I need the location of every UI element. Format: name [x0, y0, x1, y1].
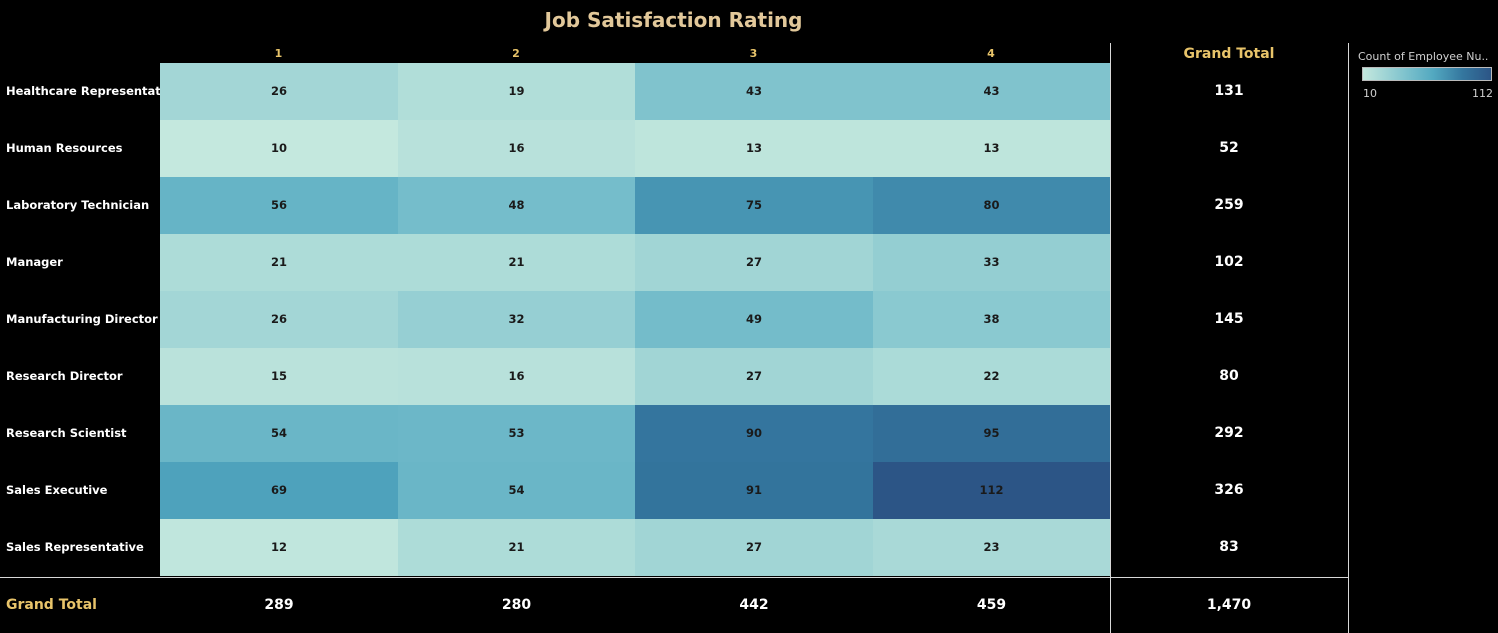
grand-total-value: 1,470 — [1206, 597, 1252, 613]
row-total: 259 — [1214, 197, 1244, 213]
heatmap-cell[interactable]: 27 — [635, 348, 873, 405]
heatmap-cell[interactable]: 12 — [160, 519, 398, 576]
heatmap-cell[interactable]: 27 — [635, 519, 873, 576]
heatmap-cell[interactable]: 48 — [397, 177, 636, 234]
heatmap-cell[interactable]: 56 — [160, 177, 398, 234]
heatmap-cell[interactable]: 90 — [635, 405, 873, 462]
heatmap-cell[interactable]: 43 — [872, 63, 1111, 120]
column-total: 442 — [739, 597, 769, 613]
legend-gradient-bar — [1362, 67, 1492, 81]
heatmap-cell[interactable]: 91 — [635, 462, 873, 519]
heatmap-cell[interactable]: 16 — [397, 120, 636, 177]
heatmap-cell[interactable]: 23 — [872, 519, 1111, 576]
column-header: 4 — [987, 47, 995, 60]
row-total: 131 — [1214, 83, 1244, 99]
row-label: Human Resources — [6, 141, 123, 155]
row-total: 145 — [1214, 311, 1244, 327]
heatmap-cell[interactable]: 13 — [635, 120, 873, 177]
heatmap-cell[interactable]: 69 — [160, 462, 398, 519]
heatmap-cell[interactable]: 15 — [160, 348, 398, 405]
heatmap-cell[interactable]: 112 — [872, 462, 1111, 519]
divider-vertical-totals — [1110, 43, 1111, 633]
row-total: 52 — [1219, 140, 1239, 156]
column-header: 1 — [274, 47, 283, 60]
column-total: 289 — [264, 597, 294, 613]
legend-title: Count of Employee Nu.. — [1358, 50, 1489, 63]
row-label: Sales Representative — [6, 540, 144, 554]
heatmap-cell[interactable]: 10 — [160, 120, 398, 177]
heatmap-cell[interactable]: 80 — [872, 177, 1111, 234]
row-label: Laboratory Technician — [6, 198, 150, 212]
heatmap-cell[interactable]: 38 — [872, 291, 1111, 348]
row-label: Manufacturing Director — [6, 312, 158, 326]
row-label: Manager — [6, 255, 63, 269]
row-total: 326 — [1214, 482, 1244, 498]
heatmap-cell[interactable]: 54 — [397, 462, 636, 519]
row-label: Healthcare Representative — [6, 84, 181, 98]
legend-min-label: 10 — [1363, 87, 1377, 100]
column-header: 2 — [512, 47, 520, 60]
heatmap-cell[interactable]: 19 — [397, 63, 636, 120]
legend-max-label: 112 — [1472, 87, 1493, 100]
heatmap-cell[interactable]: 13 — [872, 120, 1111, 177]
grand-total-row-label: Grand Total — [6, 597, 97, 613]
row-total: 102 — [1214, 254, 1244, 270]
heatmap-cell[interactable]: 53 — [397, 405, 636, 462]
heatmap-cell[interactable]: 16 — [397, 348, 636, 405]
heatmap-cell[interactable]: 26 — [160, 291, 398, 348]
row-total: 80 — [1219, 368, 1239, 384]
heatmap-cell[interactable]: 27 — [635, 234, 873, 291]
row-label: Research Director — [6, 369, 123, 383]
row-total: 83 — [1219, 539, 1239, 555]
heatmap-cell[interactable]: 43 — [635, 63, 873, 120]
heatmap-cell[interactable]: 32 — [397, 291, 636, 348]
chart-title: Job Satisfaction Rating — [544, 8, 803, 32]
row-label: Sales Executive — [6, 483, 108, 497]
column-total: 459 — [976, 597, 1007, 613]
heatmap-cell[interactable]: 33 — [872, 234, 1111, 291]
heatmap-cell[interactable]: 54 — [160, 405, 398, 462]
heatmap-cell[interactable]: 26 — [160, 63, 398, 120]
heatmap-cell[interactable]: 49 — [635, 291, 873, 348]
heatmap-cell[interactable]: 95 — [872, 405, 1111, 462]
row-total: 292 — [1214, 425, 1244, 441]
divider-vertical-legend — [1348, 43, 1349, 633]
column-header: 3 — [749, 47, 758, 60]
heatmap-cell[interactable]: 21 — [160, 234, 398, 291]
heatmap-cell[interactable]: 75 — [635, 177, 873, 234]
heatmap-cell[interactable]: 21 — [397, 519, 636, 576]
divider-horizontal-totals — [0, 577, 1348, 578]
heatmap-cell[interactable]: 22 — [872, 348, 1111, 405]
row-label: Research Scientist — [6, 426, 127, 440]
grand-total-column-header: Grand Total — [1183, 46, 1275, 62]
column-total: 280 — [501, 597, 532, 613]
heatmap-cell[interactable]: 21 — [397, 234, 636, 291]
